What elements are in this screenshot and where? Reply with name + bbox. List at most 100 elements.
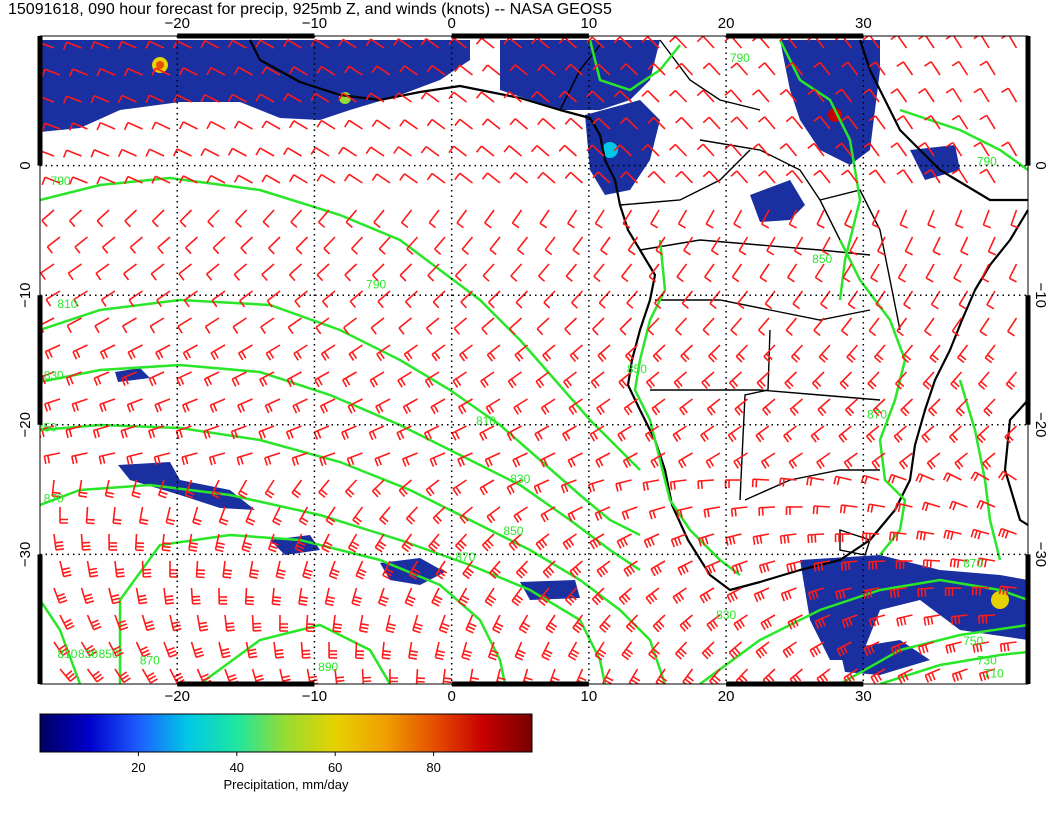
contour-label: 850	[37, 420, 57, 434]
wind-barb	[431, 587, 443, 607]
wind-barb	[96, 121, 116, 131]
wind-barb	[178, 263, 192, 281]
wind-barb	[481, 317, 495, 336]
wind-barb	[921, 501, 941, 512]
wind-barb	[398, 479, 413, 498]
wind-barb	[835, 587, 852, 600]
wind-barb	[558, 144, 578, 157]
wind-barb	[179, 209, 193, 228]
wind-barb	[730, 62, 749, 76]
wind-barb	[817, 398, 831, 417]
contour-label: 870	[963, 556, 983, 570]
wind-barb	[979, 168, 996, 184]
wind-barb	[218, 506, 229, 526]
wind-barb	[131, 479, 141, 499]
wind-barb	[675, 317, 688, 336]
wind-barb	[757, 317, 770, 336]
wind-barb	[117, 94, 137, 104]
wind-barb	[592, 63, 611, 76]
wind-barb	[365, 146, 385, 157]
wind-barb	[41, 122, 61, 132]
wind-barb	[669, 36, 688, 49]
wind-barb	[696, 89, 715, 103]
wind-barb	[347, 533, 360, 553]
contour-810	[40, 298, 641, 537]
wind-barb	[558, 90, 578, 103]
wind-barb	[163, 587, 175, 605]
colorbar-tick-label: 60	[328, 760, 342, 775]
wind-barb	[669, 89, 688, 103]
wind-barb	[999, 641, 1017, 653]
wind-barb	[710, 236, 721, 256]
wind-barb	[138, 506, 149, 525]
wind-barb	[448, 91, 467, 103]
wind-barb	[415, 668, 425, 684]
wind-barb	[423, 425, 440, 441]
wind-barb	[155, 344, 171, 360]
wind-barb	[503, 37, 523, 49]
wind-barb	[68, 68, 88, 77]
wind-barb	[325, 506, 336, 526]
wind-barb	[929, 344, 941, 364]
wind-barb	[479, 425, 495, 441]
wind-barb	[316, 65, 336, 76]
contour-land-east	[838, 239, 907, 556]
wind-barb	[587, 479, 605, 493]
wind-barb	[589, 533, 605, 550]
contour-label: 830	[510, 472, 530, 486]
wind-barb	[126, 398, 143, 413]
wind-barb	[98, 452, 116, 465]
wind-barb	[108, 587, 121, 605]
contour-label: 730	[977, 654, 997, 668]
wind-barb	[733, 209, 743, 229]
wind-barb	[68, 122, 88, 131]
wind-barb	[406, 236, 419, 255]
wind-barb	[679, 614, 694, 632]
lat-tick-label-right: −20	[1032, 412, 1049, 437]
wind-barb	[53, 641, 71, 656]
wind-barb	[560, 479, 577, 494]
wind-barb	[192, 506, 202, 526]
wind-barb	[310, 38, 330, 49]
wind-barb	[305, 614, 315, 633]
wind-barb	[124, 209, 138, 228]
wind-barb	[374, 452, 391, 467]
contour-label: 830	[716, 608, 736, 622]
wind-barb	[145, 94, 165, 103]
wind-barb	[986, 290, 996, 310]
wind-barb	[172, 148, 192, 157]
wind-barb	[701, 641, 715, 660]
wind-barb	[428, 209, 440, 229]
wind-barb	[978, 668, 996, 682]
wind-barb	[96, 209, 110, 228]
wind-barb	[862, 88, 880, 103]
wind-barb	[586, 144, 605, 157]
wind-barb	[565, 263, 578, 283]
wind-barb	[678, 452, 693, 469]
wind-barb	[177, 317, 192, 334]
wind-barb	[232, 317, 247, 334]
wind-barb	[53, 587, 68, 604]
wind-barb	[645, 587, 660, 605]
contour-850	[40, 423, 667, 684]
wind-barb	[230, 425, 247, 440]
wind-barb	[509, 317, 523, 336]
wind-barb	[780, 587, 797, 602]
wind-barb	[590, 371, 605, 389]
precip-area-southern-ocean	[800, 555, 1028, 660]
wind-barb	[977, 557, 996, 568]
contour-label: 870	[867, 407, 887, 421]
wind-barb	[80, 587, 95, 605]
wind-barb	[206, 120, 226, 130]
wind-barb	[495, 668, 506, 684]
wind-barb	[134, 533, 145, 552]
wind-barb	[623, 560, 638, 577]
wind-barb	[286, 371, 302, 388]
wind-barb	[957, 344, 969, 364]
contour-label: 810	[57, 647, 77, 661]
wind-barb	[672, 587, 687, 604]
wind-barb	[542, 344, 556, 362]
lat-tick-label-right: −10	[1032, 282, 1049, 307]
wind-barb	[62, 95, 82, 104]
contour-830	[40, 363, 641, 572]
